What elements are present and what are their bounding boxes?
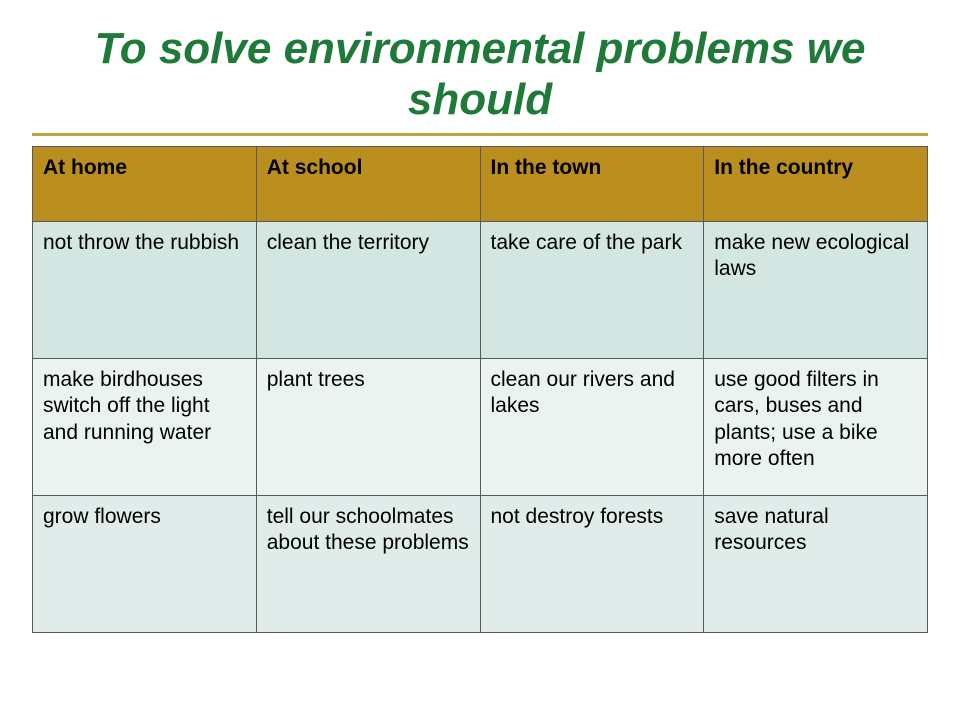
table-row: not throw the rubbish clean the territor…	[33, 222, 928, 359]
cell-country-1: make new ecological laws	[704, 222, 928, 359]
cell-town-2: clean our rivers and lakes	[480, 359, 704, 496]
cell-town-1: take care of the park	[480, 222, 704, 359]
cell-town-3: not destroy forests	[480, 496, 704, 633]
cell-home-2: make birdhouses switch off the light and…	[33, 359, 257, 496]
cell-country-2: use good filters in cars, buses and plan…	[704, 359, 928, 496]
slide: To solve environmental problems we shoul…	[0, 0, 960, 720]
cell-country-3: save natural resources	[704, 496, 928, 633]
table-row: make birdhouses switch off the light and…	[33, 359, 928, 496]
cell-school-2: plant trees	[256, 359, 480, 496]
col-header-town: In the town	[480, 147, 704, 222]
col-header-school: At school	[256, 147, 480, 222]
table-header-row: At home At school In the town In the cou…	[33, 147, 928, 222]
cell-school-1: clean the territory	[256, 222, 480, 359]
cell-home-3: grow flowers	[33, 496, 257, 633]
cell-school-3: tell our schoolmates about these problem…	[256, 496, 480, 633]
cell-home-1: not throw the rubbish	[33, 222, 257, 359]
environment-table: At home At school In the town In the cou…	[32, 146, 928, 633]
table-row: grow flowers tell our schoolmates about …	[33, 496, 928, 633]
col-header-home: At home	[33, 147, 257, 222]
col-header-country: In the country	[704, 147, 928, 222]
slide-title: To solve environmental problems we shoul…	[32, 24, 928, 136]
